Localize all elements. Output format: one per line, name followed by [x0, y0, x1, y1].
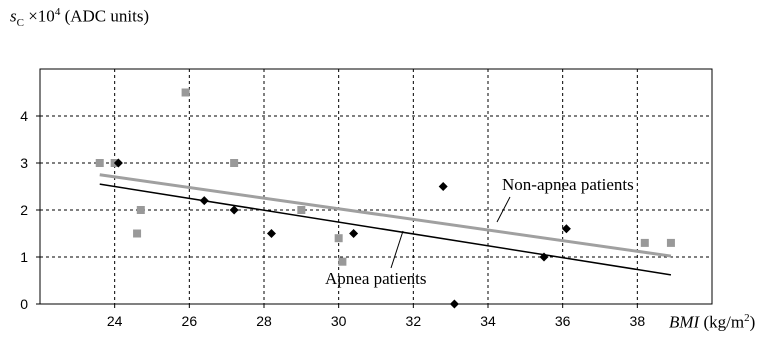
data-point-diamond — [229, 205, 239, 215]
annotation-apnea: Apnea patients — [325, 269, 427, 288]
data-point-square — [338, 257, 347, 266]
data-points — [95, 88, 675, 309]
x-tick-label: 30 — [331, 313, 347, 329]
data-point-square — [95, 159, 104, 167]
annotation-non-apnea: Non-apnea patients — [502, 175, 634, 194]
data-point-square — [334, 234, 343, 243]
y-tick-label: 4 — [20, 108, 28, 124]
x-axis-label: BMI (kg/m2) — [669, 312, 755, 333]
x-tick-label: 28 — [256, 313, 272, 329]
data-point-square — [640, 238, 649, 247]
data-point-diamond — [199, 196, 209, 206]
trend-lines — [99, 173, 672, 276]
x-axis-unit: (kg/m — [703, 312, 745, 332]
data-point-diamond — [349, 229, 359, 238]
y-tick-label: 0 — [20, 296, 28, 312]
trend-line — [99, 173, 672, 258]
data-point-square — [297, 206, 306, 214]
annotations: Non-apnea patients Apnea patients — [325, 175, 634, 288]
x-tick-label: 36 — [555, 313, 571, 329]
y-tick-label: 3 — [20, 155, 28, 171]
data-point-diamond — [449, 299, 459, 309]
data-point-square — [181, 88, 190, 97]
x-axis-var: BMI — [669, 312, 700, 332]
x-axis-exp: 2 — [744, 312, 750, 324]
trend-line — [99, 183, 672, 276]
data-point-diamond — [561, 224, 571, 234]
y-tick-label: 2 — [20, 202, 28, 218]
y-axis-var: s — [10, 6, 17, 26]
data-point-diamond — [113, 158, 123, 168]
plot-area — [39, 68, 713, 305]
x-tick-label: 34 — [480, 313, 496, 329]
x-tick-label: 24 — [107, 313, 123, 329]
y-axis-sub: C — [16, 17, 24, 30]
y-axis-exp: 4 — [54, 6, 61, 18]
y-tick-label: 1 — [20, 249, 28, 265]
annotation-leader-apnea — [390, 230, 404, 269]
x-tick-label: 32 — [406, 313, 422, 329]
annotation-leader-non-apnea — [496, 196, 511, 223]
data-point-square — [133, 229, 142, 238]
data-point-diamond — [438, 182, 448, 191]
x-tick-label: 38 — [630, 313, 646, 329]
data-point-square — [136, 206, 145, 214]
grid-lines — [40, 69, 712, 304]
x-tick-label: 26 — [182, 313, 198, 329]
data-point-square — [666, 238, 675, 247]
data-point-diamond — [266, 229, 276, 238]
data-point-diamond — [539, 252, 549, 262]
y-axis-label: sC ×104 (ADC units) — [10, 6, 149, 29]
y-axis-unit: (ADC units) — [64, 6, 150, 26]
y-axis-mult: ×10 — [28, 6, 55, 26]
x-axis-close: ) — [749, 312, 756, 332]
data-point-square — [230, 159, 239, 167]
